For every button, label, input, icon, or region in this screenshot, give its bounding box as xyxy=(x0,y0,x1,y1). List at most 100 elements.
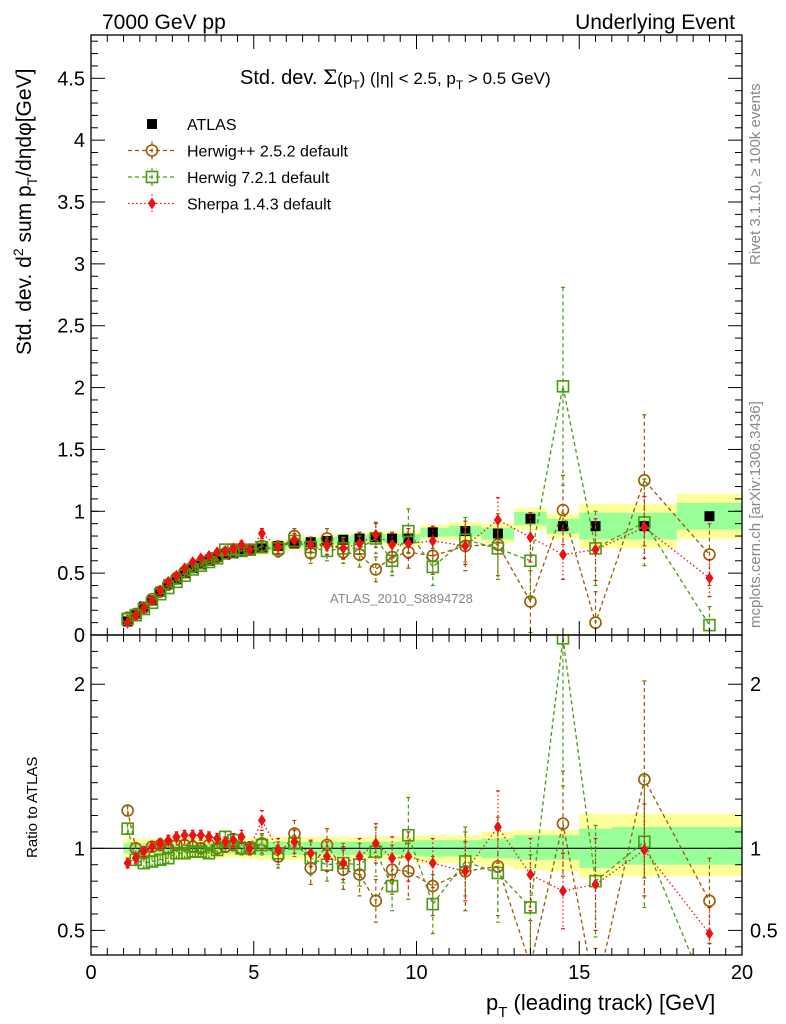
main-point xyxy=(306,538,315,551)
ratio-point xyxy=(306,847,315,860)
ratio-point xyxy=(237,830,246,843)
ratio-ytick-label-right: 2 xyxy=(750,674,761,696)
legend-label: ATLAS xyxy=(187,117,237,134)
ratio-point xyxy=(556,817,570,831)
legend-entry: Sherpa 1.4.3 default xyxy=(128,194,332,214)
ratio-point xyxy=(153,853,167,867)
main-point xyxy=(274,541,283,554)
ratio-ytick-label: 0.5 xyxy=(57,920,85,942)
main-point xyxy=(204,549,213,562)
main-point xyxy=(556,380,570,393)
ratio-point xyxy=(121,804,134,817)
ratio-series-line xyxy=(127,818,710,935)
main-point xyxy=(556,503,570,517)
ratio-point xyxy=(164,834,173,847)
ratio-series-body xyxy=(123,790,714,955)
main-point xyxy=(591,543,600,556)
legend-marker xyxy=(145,170,159,184)
main-ytick-label: 1.5 xyxy=(57,439,85,461)
ratio-point xyxy=(131,852,140,865)
ratio-ytick-label: 1 xyxy=(74,838,85,860)
main-point xyxy=(229,542,238,555)
ratio-point xyxy=(148,840,157,853)
ratio-series-line xyxy=(126,777,711,955)
main-point xyxy=(188,556,197,569)
ratio-ytick-label: 2 xyxy=(74,674,85,696)
main-ytick-label: 0 xyxy=(74,625,85,647)
legend-marker xyxy=(145,144,159,157)
main-point xyxy=(640,521,649,534)
main-ytick-label: 2 xyxy=(74,378,85,400)
main-point xyxy=(148,594,157,607)
main-ytick-label: 3.5 xyxy=(57,192,85,214)
ratio-point xyxy=(371,837,380,850)
ratio-point xyxy=(170,846,183,860)
main-point xyxy=(355,537,364,550)
main-point xyxy=(526,531,535,544)
ratio-xtick-label: 20 xyxy=(731,962,753,984)
ratio-point xyxy=(524,901,537,914)
main-point xyxy=(426,560,440,574)
main-series-3 xyxy=(123,495,714,629)
header-left: 7000 GeV pp xyxy=(102,11,226,34)
main-point xyxy=(461,539,470,552)
main-point xyxy=(385,554,399,568)
ratio-point xyxy=(221,835,230,848)
ratio-xtick-label: 15 xyxy=(568,962,590,984)
main-point xyxy=(221,544,230,557)
main-point xyxy=(322,539,331,552)
legend: ATLAS Herwig++ 2.5.2 default Herwig 7.2.1 … xyxy=(128,117,349,214)
analysis-watermark: ATLAS_2010_S8894728 xyxy=(330,591,473,606)
main-point xyxy=(255,540,269,554)
ratio-point xyxy=(461,865,470,878)
main-ylabel: Std. dev. d2 sum pT/dηdφ[GeV] xyxy=(10,69,40,355)
main-point xyxy=(404,537,413,550)
chart-title: Std. dev. Σ(pT) (|η| < 2.5, pT > 0.5 GeV… xyxy=(240,65,551,92)
ratio-series-body xyxy=(121,635,692,955)
ratio-point xyxy=(322,850,331,863)
main-panel-series xyxy=(121,286,716,635)
ratio-point xyxy=(388,852,397,865)
main-ytick-label: 4.5 xyxy=(57,68,85,90)
ratio-point xyxy=(229,834,238,847)
main-point xyxy=(156,584,165,597)
ratio-point xyxy=(404,850,413,863)
ratio-ytick-label-right: 1 xyxy=(750,838,761,860)
legend-label: Sherpa 1.4.3 default xyxy=(187,197,332,214)
ratio-point xyxy=(178,846,191,860)
ratio-point xyxy=(180,829,189,842)
main-point xyxy=(371,528,380,541)
main-point xyxy=(139,601,148,614)
ratio-point xyxy=(188,829,197,842)
main-point xyxy=(123,616,132,629)
ratio-point xyxy=(640,843,649,856)
ratio-point xyxy=(355,850,364,863)
main-point xyxy=(213,546,222,559)
legend-entry: ATLAS xyxy=(147,117,237,134)
legend-label: Herwig 7.2.1 default xyxy=(187,170,330,187)
ratio-series-line xyxy=(126,638,692,955)
ratio-point xyxy=(491,866,505,880)
ratio-point xyxy=(204,830,213,843)
ratio-xtick-label: 10 xyxy=(405,962,427,984)
ratio-point xyxy=(385,879,399,893)
ratio-point xyxy=(121,822,134,835)
main-ytick-label: 4 xyxy=(74,130,85,152)
ratio-point xyxy=(213,832,222,845)
ratio-point xyxy=(274,843,283,856)
main-point xyxy=(172,569,181,582)
rivet-label: Rivet 3.1.10, ≥ 100k events xyxy=(747,83,764,265)
ratio-point xyxy=(139,845,148,858)
main-point xyxy=(369,563,383,576)
main-point xyxy=(131,609,140,622)
main-point xyxy=(558,548,567,561)
main-series-line xyxy=(127,519,710,624)
main-point xyxy=(196,552,205,565)
ratio-point xyxy=(339,857,348,870)
ratio-point xyxy=(145,855,159,868)
ratio-point xyxy=(255,838,269,852)
main-ytick-label: 3 xyxy=(74,254,85,276)
main-atlas-point xyxy=(387,533,398,544)
